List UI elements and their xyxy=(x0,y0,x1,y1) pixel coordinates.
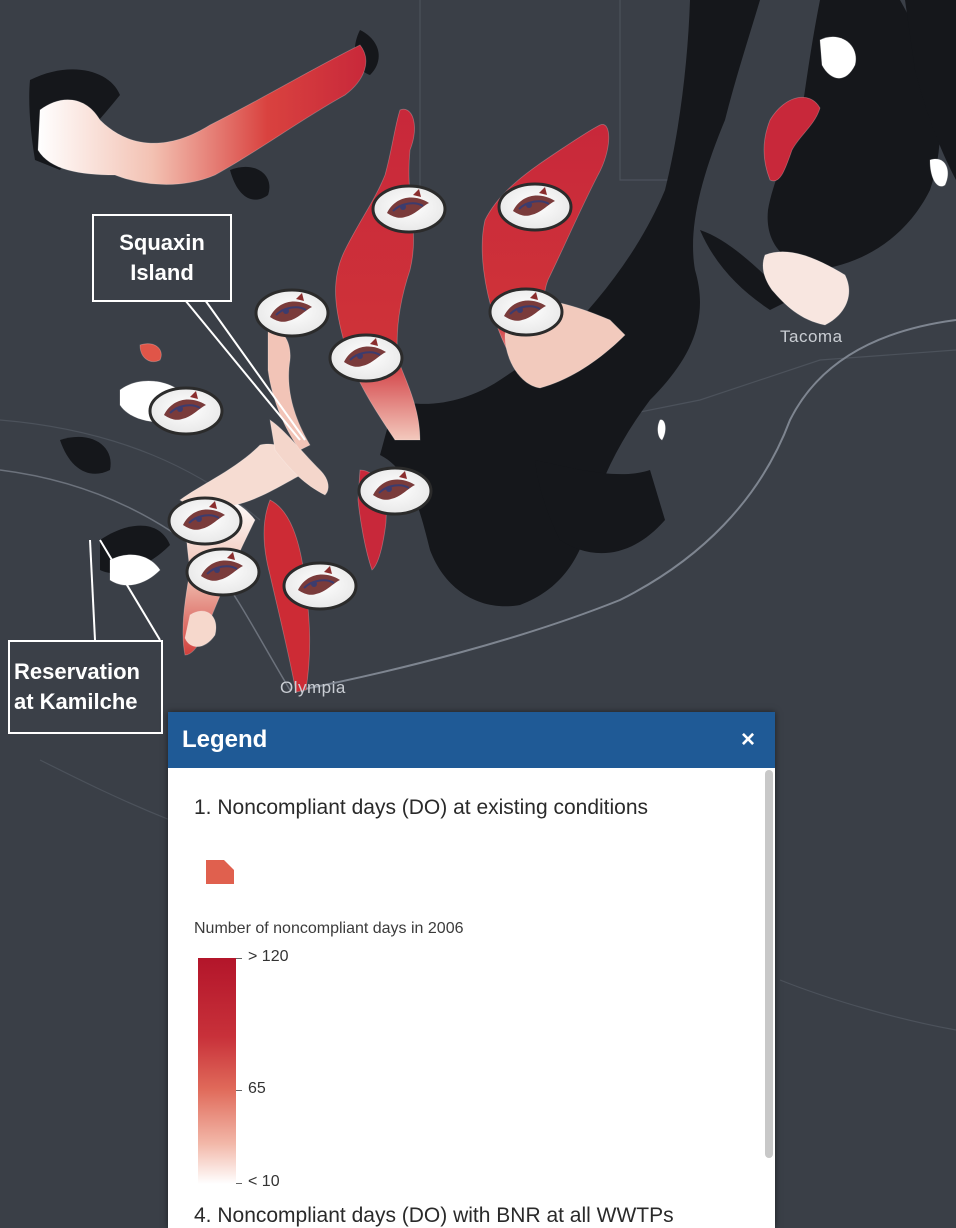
tribe-logo-icon[interactable] xyxy=(282,561,358,611)
lower-inlet-west xyxy=(184,610,217,648)
squaxin-callout-line1: Squaxin xyxy=(119,230,205,255)
city-label-tacoma: Tacoma xyxy=(780,327,843,346)
boundary-lines xyxy=(0,0,956,1031)
tribe-logo-icon[interactable] xyxy=(371,184,447,234)
squaxin-island-callout: Squaxin Island xyxy=(92,214,232,302)
ramp-tick-max xyxy=(236,958,242,959)
legend-header: Legend × xyxy=(168,712,775,768)
legend-title: Legend xyxy=(182,726,268,753)
polygon-swatch-icon xyxy=(206,860,234,884)
ramp-tick-mid xyxy=(236,1090,242,1091)
ramp-max-label: > 120 xyxy=(248,948,289,965)
reservation-callout-line1: Reservation xyxy=(14,659,140,684)
tribe-logo-icon[interactable] xyxy=(254,288,330,338)
tribe-logo-icon[interactable] xyxy=(148,386,224,436)
tribe-logo-icon[interactable] xyxy=(167,496,243,546)
callout-pointers xyxy=(89,299,306,641)
squaxin-passage xyxy=(269,419,329,496)
legend-panel: Legend × 1. Noncompliant days (DO) at ex… xyxy=(168,712,775,1228)
legend-body: 1. Noncompliant days (DO) at existing co… xyxy=(168,768,775,1228)
highway-line xyxy=(299,319,956,691)
water-bodies xyxy=(29,0,956,607)
pickering-passage xyxy=(267,328,311,451)
legend-field-label: Number of noncompliant days in 2006 xyxy=(194,920,464,937)
east-passage-white xyxy=(819,36,857,79)
commencement-bay-cells xyxy=(762,251,850,326)
tribe-logo-icon[interactable] xyxy=(488,287,564,337)
tribe-logo-icon[interactable] xyxy=(328,333,404,383)
squaxin-callout-line2: Island xyxy=(130,260,194,285)
ramp-min-label: < 10 xyxy=(248,1173,280,1190)
north-inlet-west xyxy=(139,343,162,362)
legend-layer1-title: 1. Noncompliant days (DO) at existing co… xyxy=(194,796,649,819)
ramp-tick-min xyxy=(236,1183,242,1184)
city-label-olympia: Olympia xyxy=(280,678,346,697)
legend-layer4-title: 4. Noncompliant days (DO) with BNR at al… xyxy=(194,1204,674,1227)
hood-canal-inlet xyxy=(37,44,367,185)
tribe-logo-icon[interactable] xyxy=(497,182,573,232)
legend-scrollbar[interactable] xyxy=(765,770,773,1158)
tacoma-narrows-hook xyxy=(763,96,821,182)
east-edge-white xyxy=(929,158,949,187)
center-white xyxy=(657,419,666,441)
tribe-logo-icon[interactable] xyxy=(185,547,261,597)
ramp-mid-label: 65 xyxy=(248,1080,266,1097)
close-icon[interactable]: × xyxy=(740,726,755,753)
reservation-callout-line2: at Kamilche xyxy=(14,689,138,714)
tribe-logo-icon[interactable] xyxy=(357,466,433,516)
reservation-callout: Reservation at Kamilche xyxy=(8,640,163,734)
color-ramp xyxy=(198,958,236,1184)
